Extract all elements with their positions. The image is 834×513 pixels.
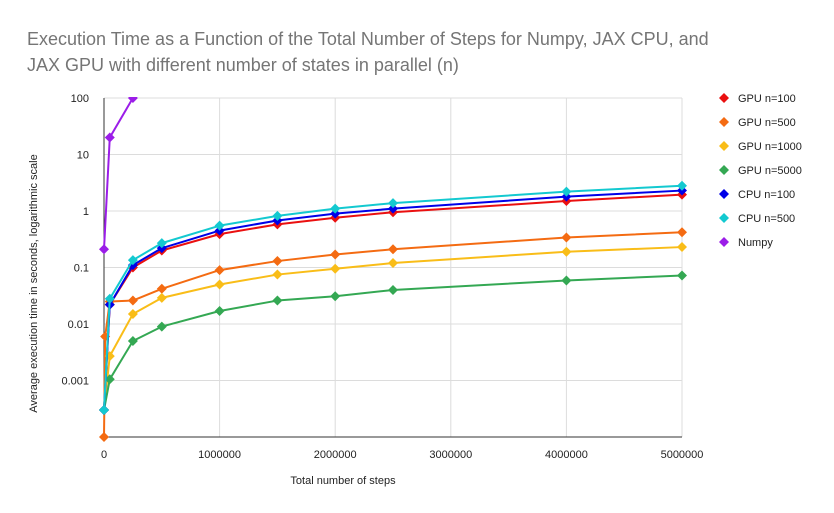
y-tick-label: 0.01: [68, 319, 89, 331]
data-point: [272, 210, 283, 221]
y-tick-label: 0.1: [74, 263, 89, 275]
data-point: [99, 432, 109, 442]
legend-marker: [719, 93, 729, 103]
y-tick-label: 1: [83, 206, 89, 218]
legend[interactable]: GPU n=100 GPU n=500 GPU n=1000 GPU n=5000 CP…: [719, 93, 802, 249]
x-axis-title: Total number of steps: [290, 475, 396, 487]
data-point: [214, 305, 225, 316]
series-gpu-n-100: [99, 189, 687, 416]
series-area: [99, 97, 687, 442]
x-tick-label: 2000000: [314, 449, 357, 461]
legend-marker: [719, 237, 729, 247]
x-tick-label: 0: [101, 449, 107, 461]
x-tick-labels: 0 1000000 2000000 3000000 4000000 5000000: [101, 449, 703, 461]
data-point: [214, 265, 225, 276]
data-point: [388, 258, 398, 269]
data-point: [127, 97, 138, 103]
data-point: [214, 279, 225, 290]
y-tick-label: 10: [77, 150, 89, 162]
legend-item[interactable]: GPU n=1000: [719, 141, 802, 153]
x-tick-label: 1000000: [198, 449, 241, 461]
data-point: [677, 270, 687, 281]
y-tick-labels: 0.001 0.01 0.1 1 10 100: [61, 93, 89, 388]
data-point: [388, 203, 398, 214]
data-point: [156, 283, 167, 294]
data-point: [127, 255, 138, 266]
data-point: [99, 244, 109, 255]
series-line: [103, 184, 683, 411]
data-point: [214, 220, 225, 231]
legend-item[interactable]: CPU n=100: [719, 189, 795, 201]
series-line: [103, 274, 683, 411]
series-gpu-n-5000: [99, 270, 687, 416]
data-point: [388, 198, 398, 209]
legend-label: Numpy: [738, 237, 773, 249]
data-point: [677, 180, 687, 191]
data-point: [272, 269, 283, 280]
x-tick-label: 5000000: [661, 449, 704, 461]
data-point: [561, 232, 572, 243]
series-line: [103, 189, 683, 411]
series-gpu-n-1000: [99, 242, 687, 416]
series-cpu-n-500: [99, 180, 687, 416]
data-point: [127, 295, 138, 306]
chart-title-line-1: Execution Time as a Function of the Tota…: [27, 29, 709, 49]
legend-marker: [719, 213, 729, 223]
x-tick-label: 4000000: [545, 449, 588, 461]
legend-item[interactable]: GPU n=5000: [719, 165, 802, 177]
legend-label: GPU n=5000: [738, 165, 802, 177]
legend-label: GPU n=500: [738, 117, 796, 129]
series-line: [103, 193, 683, 411]
series-line: [103, 246, 683, 411]
data-point: [156, 238, 167, 249]
data-point: [104, 293, 115, 304]
legend-label: CPU n=500: [738, 213, 795, 225]
legend-label: CPU n=100: [738, 189, 795, 201]
x-tick-label: 3000000: [429, 449, 472, 461]
data-point: [388, 284, 398, 295]
legend-item[interactable]: Numpy: [719, 237, 773, 249]
data-point: [127, 336, 138, 347]
legend-item[interactable]: GPU n=100: [719, 93, 796, 105]
legend-marker: [719, 117, 729, 127]
data-point: [156, 292, 167, 303]
data-point: [330, 263, 341, 274]
data-point: [127, 260, 138, 271]
data-point: [104, 132, 115, 143]
data-point: [561, 275, 572, 286]
y-tick-label: 100: [71, 93, 89, 105]
y-tick-label: 0.001: [61, 376, 89, 388]
data-point: [561, 246, 572, 257]
legend-label: GPU n=1000: [738, 141, 802, 153]
data-point: [272, 295, 283, 306]
legend-item[interactable]: CPU n=500: [719, 213, 795, 225]
data-point: [388, 244, 398, 255]
legend-marker: [719, 141, 729, 151]
legend-item[interactable]: GPU n=500: [719, 117, 796, 129]
data-point: [677, 227, 687, 238]
data-point: [330, 203, 341, 214]
chart-title-line-2: JAX GPU with different number of states …: [27, 55, 459, 75]
data-point: [272, 256, 283, 267]
data-point: [99, 405, 109, 416]
gridlines: [104, 97, 683, 437]
data-point: [561, 186, 572, 197]
legend-label: GPU n=100: [738, 93, 796, 105]
legend-marker: [719, 165, 729, 175]
data-point: [677, 242, 687, 253]
data-point: [127, 309, 138, 320]
legend-marker: [719, 189, 729, 199]
y-axis-title: Average execution time in seconds, logar…: [28, 154, 40, 412]
series-numpy: [99, 97, 138, 255]
data-point: [156, 321, 167, 332]
series-line: [103, 97, 134, 250]
data-point: [330, 291, 341, 302]
data-point: [330, 249, 341, 260]
data-point: [104, 374, 115, 385]
